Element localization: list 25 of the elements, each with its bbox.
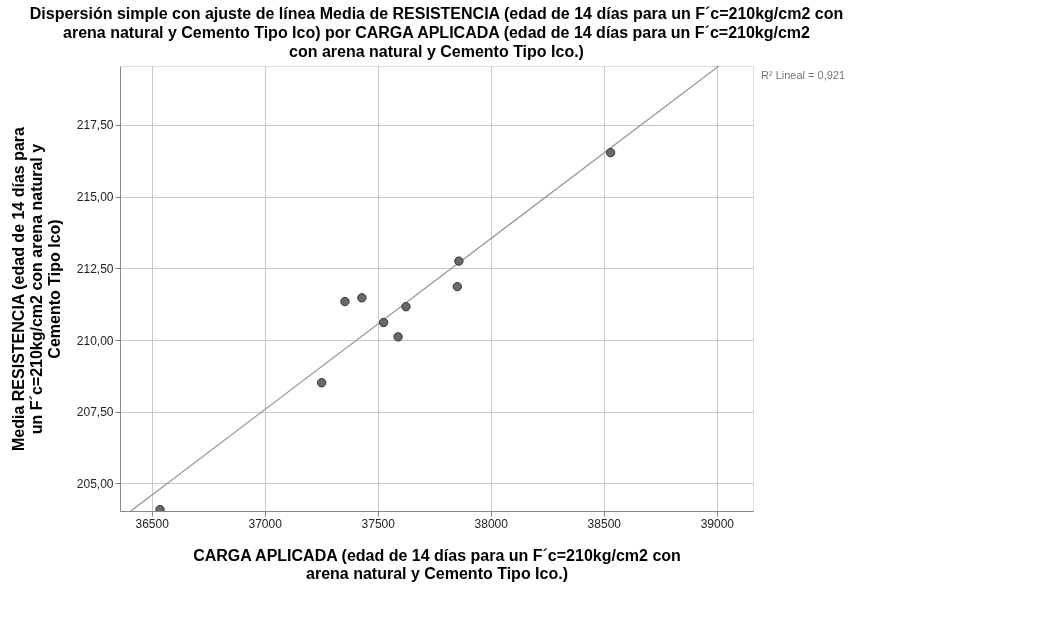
x-tick-label: 36500 (135, 516, 170, 531)
point (454, 256, 464, 266)
y-tick-label: 212,50 (76, 261, 114, 276)
point (357, 293, 367, 303)
y-tick-label: 215,00 (76, 190, 114, 205)
point (393, 332, 403, 342)
y-tick-label: 205,00 (76, 476, 114, 491)
x-tick-label: 39000 (700, 516, 735, 531)
point (340, 296, 350, 307)
x-tick-label: 37500 (361, 516, 396, 531)
x-tick-label: 38500 (587, 516, 622, 531)
x-tick-label: 37000 (248, 516, 283, 531)
y-tick-label: 210,00 (76, 333, 114, 348)
point (378, 317, 389, 328)
chart-title: Dispersión simple con ajuste de línea Media de RESISTENCIA (edad de 14 días para un F´c=210kg/cm2 con arena natural y Cemento Tipo Ico) por CARGA APLICADA (edad de 14 días para un F´c=210kg/cm2 con arena natural y Cemento Tipo Ico.) (29, 5, 844, 60)
text: R² Lineal = 0,921 (761, 69, 846, 81)
point (401, 302, 411, 312)
y-axis-title: Media RESISTENCIA (edad de 14 días para un F´c=210kg/cm2 con arena natural y Cemento Tipo Ico) (9, 126, 63, 451)
y-tick-label: 217,50 (76, 118, 114, 133)
point (452, 281, 462, 292)
x-axis-title: CARGA APLICADA (edad de 14 días para un F´c=210kg/cm2 con arena natural y Cemento Tipo Ico.) (193, 546, 681, 582)
point (316, 378, 327, 388)
x-tick-label: 38000 (474, 516, 509, 531)
point (605, 147, 616, 158)
y-tick-label: 207,50 (76, 405, 114, 420)
